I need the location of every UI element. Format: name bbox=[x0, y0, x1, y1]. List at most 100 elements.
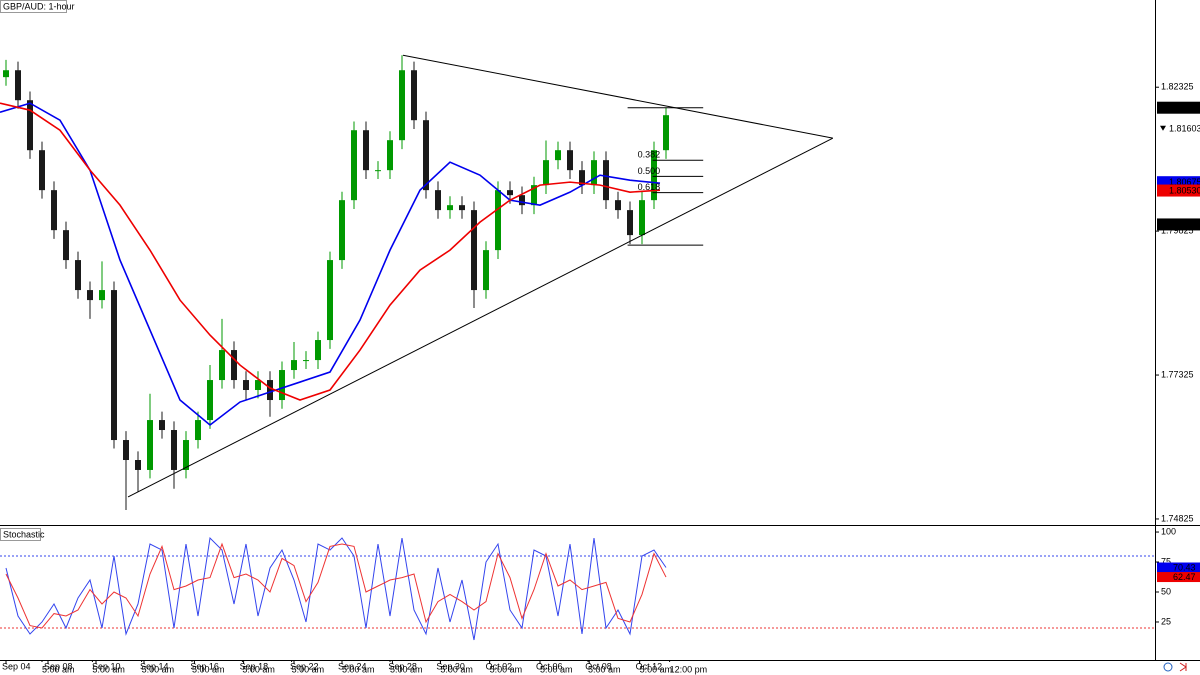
x-tick-label: Oct 12 bbox=[636, 661, 663, 671]
x-time-label: 5:00 am bbox=[440, 664, 473, 674]
price-marker-label: 1.79941 bbox=[1169, 219, 1200, 229]
x-tick-label: Sep 22 bbox=[290, 661, 319, 671]
price-marker-arrow bbox=[1160, 125, 1166, 131]
y-tick-label: 1.74825 bbox=[1161, 513, 1194, 523]
value-marker bbox=[1157, 562, 1200, 573]
indicator-title-box bbox=[0, 528, 41, 541]
toolbar-icons[interactable] bbox=[1163, 662, 1187, 672]
y-tick-label: 1.77325 bbox=[1161, 369, 1194, 379]
candle-body bbox=[15, 70, 21, 101]
candle-body bbox=[159, 420, 165, 431]
chart-title: GBP/AUD: 1-hour bbox=[3, 1, 75, 11]
candle-body bbox=[315, 340, 321, 361]
x-time-label: 5:00 am bbox=[142, 664, 175, 674]
x-tick-label: Sep 14 bbox=[140, 661, 169, 671]
candle-body bbox=[471, 210, 477, 291]
candle-body bbox=[195, 420, 201, 441]
arrow-icon[interactable] bbox=[1179, 662, 1187, 672]
candle-body bbox=[183, 440, 189, 470]
candle-body bbox=[255, 380, 261, 391]
candle-body bbox=[63, 230, 69, 261]
candle-body bbox=[171, 430, 177, 470]
value-marker-label: 62.47 bbox=[1173, 572, 1196, 582]
x-tick-label: Oct 06 bbox=[536, 661, 563, 671]
candle-body bbox=[147, 420, 153, 470]
candle-body bbox=[303, 360, 309, 362]
price-marker bbox=[1157, 122, 1200, 135]
x-tick-label: Sep 24 bbox=[338, 661, 367, 671]
fib-level-label: 0.500 bbox=[638, 166, 661, 176]
candle-body bbox=[423, 120, 429, 191]
stochastic-line bbox=[5, 536, 667, 641]
x-time-label: 5:00 am bbox=[390, 664, 423, 674]
stochastic-plot bbox=[0, 536, 1155, 641]
trendline bbox=[127, 137, 834, 498]
candle-body bbox=[579, 170, 585, 186]
x-time-label: 12:00 pm bbox=[670, 664, 708, 674]
candle-body bbox=[627, 210, 633, 236]
candle-body bbox=[363, 130, 369, 171]
candle-body bbox=[111, 290, 117, 441]
x-time-label: 5:00 am bbox=[92, 664, 125, 674]
candle-body bbox=[399, 70, 405, 141]
candle-body bbox=[87, 290, 93, 301]
candle-body bbox=[435, 190, 441, 211]
link-icon[interactable] bbox=[1163, 662, 1173, 672]
fib-level-label: 0.382 bbox=[638, 150, 661, 160]
x-time-label: 5:00 am bbox=[540, 664, 573, 674]
candle-body bbox=[387, 140, 393, 171]
candle-body bbox=[519, 195, 525, 206]
price-marker bbox=[1157, 184, 1200, 197]
x-time-label: 5:00 am bbox=[588, 664, 621, 674]
candle-body bbox=[651, 150, 657, 201]
indicator-title: Stochastic bbox=[3, 529, 45, 539]
candle-body bbox=[3, 70, 9, 78]
price-marker-label: 1.81603 bbox=[1169, 124, 1200, 134]
candle-body bbox=[507, 190, 513, 196]
x-tick-label: Sep 16 bbox=[190, 661, 219, 671]
candle-body bbox=[27, 100, 33, 151]
x-tick-label: Sep 10 bbox=[92, 661, 121, 671]
candle-body bbox=[447, 205, 453, 211]
candle-body bbox=[639, 200, 645, 236]
x-tick-label: Sep 04 bbox=[2, 661, 31, 671]
stochastic-line bbox=[5, 542, 667, 629]
candle-body bbox=[543, 160, 549, 186]
candle-body bbox=[555, 150, 561, 161]
candle-body bbox=[279, 370, 285, 401]
price-marker-label: 1.81969 bbox=[1169, 103, 1200, 113]
candle-body bbox=[39, 150, 45, 191]
y-tick-label: 1.82325 bbox=[1161, 82, 1194, 92]
price-marker-label: 1.80530 bbox=[1169, 185, 1200, 195]
price-marker bbox=[1157, 218, 1200, 231]
x-time-label: 5:00 am bbox=[192, 664, 225, 674]
candle-body bbox=[51, 190, 57, 231]
y-tick-label: 25 bbox=[1161, 616, 1171, 626]
x-tick-label: Sep 18 bbox=[240, 661, 269, 671]
x-tick-label: Sep 08 bbox=[44, 661, 73, 671]
y-tick-label: 50 bbox=[1161, 586, 1171, 596]
candle-body bbox=[531, 185, 537, 206]
candle-body bbox=[459, 205, 465, 211]
candle-body bbox=[351, 130, 357, 201]
candle-body bbox=[591, 160, 597, 186]
candle-body bbox=[219, 350, 225, 381]
x-tick-label: Oct 08 bbox=[585, 661, 612, 671]
x-time-label: 5:00 am bbox=[490, 664, 523, 674]
value-marker bbox=[1157, 572, 1200, 583]
candle-body bbox=[411, 70, 417, 121]
candle-body bbox=[123, 440, 129, 461]
candle-body bbox=[267, 380, 273, 401]
candle-body bbox=[615, 200, 621, 211]
candle-body bbox=[339, 200, 345, 261]
price-marker bbox=[1157, 101, 1200, 114]
trendline bbox=[402, 54, 833, 139]
candle-body bbox=[375, 170, 381, 172]
candle-body bbox=[99, 290, 105, 301]
fib-level-label: 0.618 bbox=[638, 182, 661, 192]
x-time-label: 5:00 am bbox=[42, 664, 75, 674]
x-tick-label: Oct 02 bbox=[486, 661, 513, 671]
